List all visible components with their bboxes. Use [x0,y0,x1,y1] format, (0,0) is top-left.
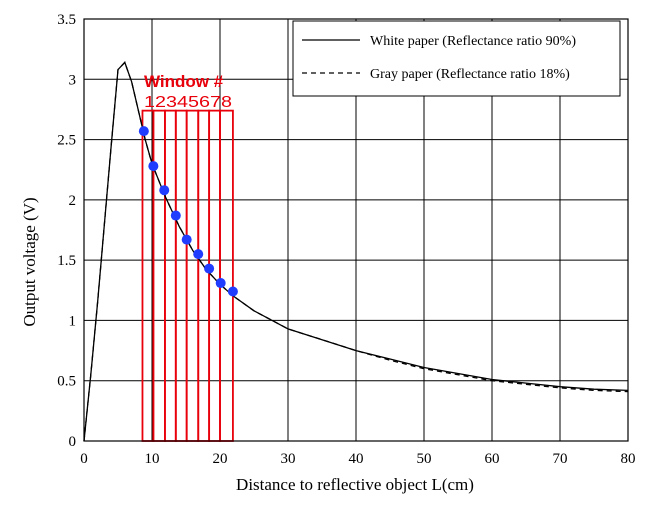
sample-marker [159,185,170,196]
legend-label-white: White paper (Reflectance ratio 90%) [370,34,576,49]
x-tick-label: 30 [281,451,296,467]
window-rect-6 [197,109,211,442]
sample-marker [138,126,149,137]
y-tick-label: 1.5 [57,253,76,269]
x-tick-label: 40 [349,451,364,467]
y-tick-label: 0 [69,434,77,450]
y-axis-title: Output voltage (V) [20,197,39,326]
legend: White paper (Reflectance ratio 90%) Gray… [292,20,621,97]
sample-marker [193,249,204,260]
tick-labels: 0 10 20 30 40 50 60 70 80 0 0.5 1 1.5 2 2.5 3 3.5 [57,12,635,467]
window-rect-4 [174,109,188,442]
window-rect-3 [164,109,177,442]
sample-marker [215,278,226,289]
plot-frame [83,18,629,442]
sample-marker [148,161,159,172]
window-annotation-numbers: 12345678 [144,94,232,111]
sample-marker [204,263,215,274]
window-annotation-title: Window # [144,72,224,91]
y-tick-label: 3.5 [57,12,76,28]
legend-box [292,20,621,97]
y-tick-label: 2.5 [57,133,76,149]
sample-marker [227,286,238,297]
y-tick-label: 3 [69,72,77,88]
window-rectangles [141,109,234,442]
x-tick-label: 80 [621,451,636,467]
sample-marker [170,210,181,221]
sample-marker [181,234,192,245]
x-tick-label: 70 [553,451,568,467]
window-rect-8 [219,109,234,442]
legend-label-gray: Gray paper (Reflectance ratio 18%) [370,67,570,82]
x-tick-label: 0 [80,451,88,467]
y-tick-label: 1 [69,313,77,329]
x-tick-label: 20 [213,451,228,467]
x-tick-label: 50 [417,451,432,467]
y-tick-label: 0.5 [57,374,76,390]
window-rect-2 [152,109,166,442]
window-rect-7 [208,109,221,442]
y-tick-label: 2 [69,193,77,209]
x-axis-title: Distance to reflective object L(cm) [236,475,474,494]
sample-markers [138,126,238,297]
axes [83,18,629,442]
x-tick-label: 60 [485,451,500,467]
x-tick-label: 10 [145,451,160,467]
window-rect-5 [185,109,200,442]
